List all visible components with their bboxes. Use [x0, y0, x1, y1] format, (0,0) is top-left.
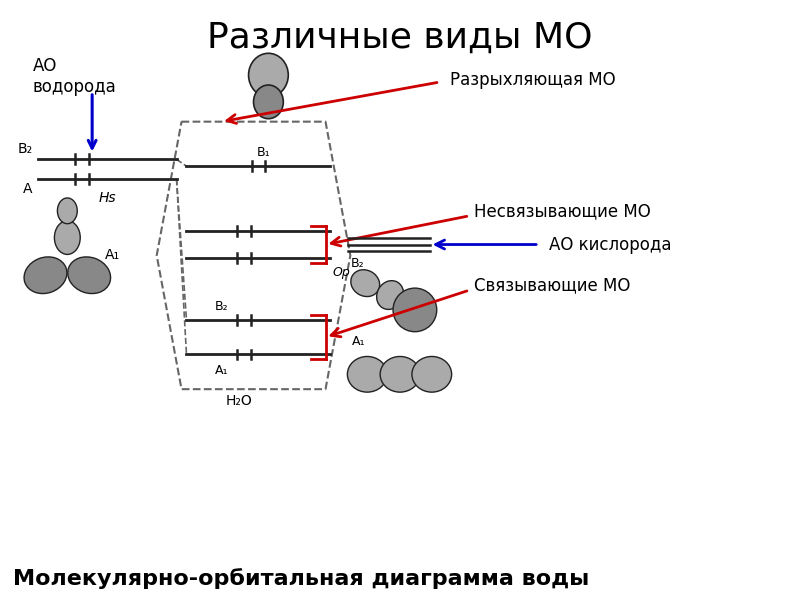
- Text: A₁: A₁: [105, 248, 120, 262]
- Ellipse shape: [54, 221, 80, 254]
- Text: Связывающие МО: Связывающие МО: [474, 276, 631, 294]
- Ellipse shape: [393, 288, 437, 332]
- Ellipse shape: [347, 356, 387, 392]
- Text: Op: Op: [333, 266, 350, 280]
- Text: АО кислорода: АО кислорода: [549, 236, 671, 254]
- Text: АО
водорода: АО водорода: [33, 57, 116, 96]
- Ellipse shape: [412, 356, 452, 392]
- Text: Молекулярно-орбитальная диаграмма воды: Молекулярно-орбитальная диаграмма воды: [13, 568, 589, 589]
- Ellipse shape: [24, 257, 67, 293]
- Text: A: A: [23, 182, 33, 196]
- Text: B₂: B₂: [350, 257, 364, 270]
- Ellipse shape: [249, 53, 288, 97]
- Text: B₂: B₂: [18, 142, 33, 157]
- Text: H₂O: H₂O: [226, 394, 252, 408]
- Text: Разрыхляющая МО: Разрыхляющая МО: [450, 71, 615, 89]
- Ellipse shape: [58, 198, 78, 224]
- Text: Различные виды МО: Различные виды МО: [207, 20, 593, 55]
- Text: A₁: A₁: [214, 364, 228, 377]
- Ellipse shape: [351, 270, 380, 296]
- Text: Hs: Hs: [98, 191, 116, 205]
- Ellipse shape: [68, 257, 110, 293]
- Text: A₁: A₁: [352, 335, 366, 347]
- Ellipse shape: [380, 356, 420, 392]
- Ellipse shape: [377, 281, 403, 310]
- Text: Несвязывающие МО: Несвязывающие МО: [474, 202, 651, 220]
- Ellipse shape: [254, 85, 283, 119]
- Text: B₂: B₂: [214, 300, 228, 313]
- Text: B₁: B₁: [257, 146, 270, 160]
